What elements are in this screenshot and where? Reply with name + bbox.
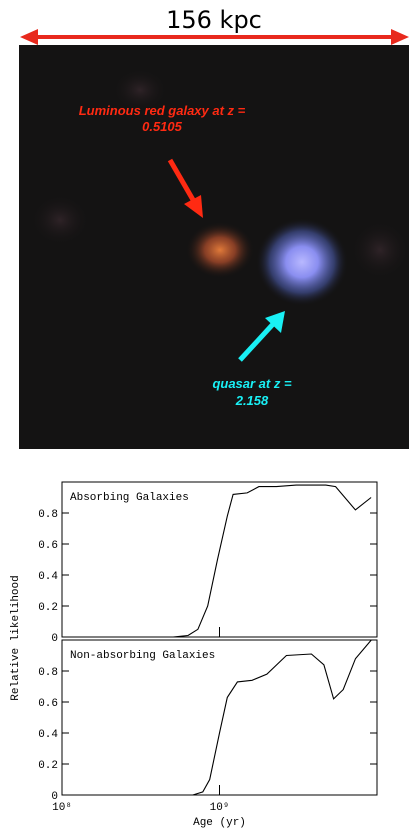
faint-source bbox=[350, 220, 409, 280]
y-tick-label: 0 bbox=[51, 791, 58, 803]
x-tick-label: 10⁸ bbox=[52, 802, 72, 814]
plot-frame bbox=[61, 481, 378, 638]
line bbox=[192, 639, 372, 796]
sky-image bbox=[19, 45, 409, 449]
scale-label: 156 kpc bbox=[166, 6, 262, 34]
y-tick-label: 0.2 bbox=[38, 602, 58, 614]
faint-source bbox=[112, 68, 168, 112]
annotation: Luminous red galaxy at z = bbox=[79, 103, 246, 118]
arrow-head bbox=[391, 29, 409, 45]
x-axis-label: Age (yr) bbox=[193, 817, 246, 829]
arrow-head bbox=[20, 29, 38, 45]
annotation: quasar at z = bbox=[212, 376, 292, 391]
y-tick-label: 0.4 bbox=[38, 729, 58, 741]
panel-title: Absorbing Galaxies bbox=[70, 492, 189, 504]
annotation: 2.158 bbox=[235, 393, 269, 408]
red-galaxy bbox=[186, 222, 254, 278]
charts: 0 0.2 0.4 0.6 0.8 Absorbing Galaxies Relative … bbox=[10, 481, 378, 829]
y-tick-label: 0.2 bbox=[38, 760, 58, 772]
y-tick-label: 0.8 bbox=[38, 509, 58, 521]
line bbox=[173, 484, 372, 638]
plot-frame bbox=[61, 639, 378, 796]
arrow-head bbox=[265, 311, 285, 333]
arrow bbox=[167, 158, 199, 207]
y-tick-label: 0.8 bbox=[38, 667, 58, 679]
faint-source bbox=[30, 194, 90, 246]
arrow bbox=[238, 321, 276, 362]
quasar bbox=[256, 218, 348, 306]
scale-bar: 156 kpc bbox=[20, 6, 409, 45]
y-axis-label: Relative likelihood bbox=[10, 575, 22, 700]
y-tick-label: 0.4 bbox=[38, 571, 58, 583]
y-tick-label: 0.6 bbox=[38, 698, 58, 710]
panel-title: Non-absorbing Galaxies bbox=[70, 650, 215, 662]
x-tick-label: 10⁹ bbox=[210, 802, 230, 814]
y-tick-label: 0.6 bbox=[38, 540, 58, 552]
annotation: 0.5105 bbox=[142, 119, 183, 134]
arrow-head bbox=[184, 195, 203, 218]
y-tick-label: 0 bbox=[51, 633, 58, 645]
